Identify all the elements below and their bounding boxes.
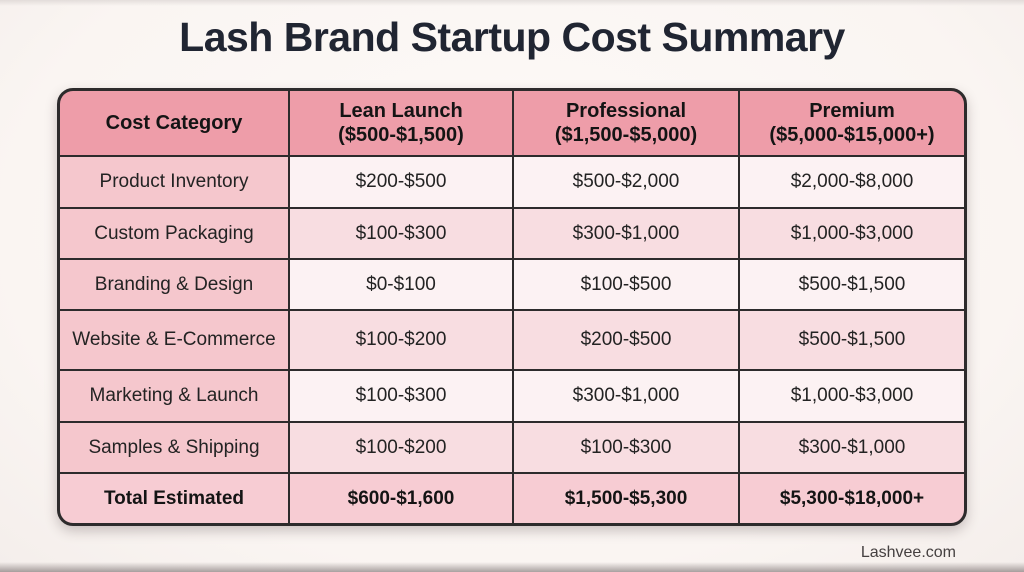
- cost-value-cell: $100-$300: [290, 209, 512, 258]
- cost-value-cell: $200-$500: [290, 157, 512, 207]
- startup-cost-table: Cost Category Lean Launch ($500-$1,500) …: [57, 88, 967, 526]
- cost-value-cell: $100-$200: [290, 311, 512, 369]
- row-category-cell: Website & E-Commerce: [60, 311, 288, 369]
- column-header-range: ($5,000-$15,000+): [769, 124, 935, 146]
- column-header-label: Professional: [565, 99, 687, 122]
- column-header-lean-launch: Lean Launch ($500-$1,500): [290, 91, 512, 155]
- row-category-cell: Samples & Shipping: [60, 423, 288, 472]
- brand-watermark: Lashvee.com: [860, 544, 956, 561]
- cost-value-cell: $1,000-$3,000: [740, 209, 964, 258]
- total-row-label: Total Estimated: [60, 474, 288, 523]
- cost-value-cell: $100-$300: [290, 371, 512, 421]
- column-header-range: ($500-$1,500): [338, 124, 464, 146]
- cost-value-cell: $500-$1,500: [740, 260, 964, 309]
- total-row-value-cell: $600-$1,600: [290, 474, 512, 523]
- cost-value-cell: $300-$1,000: [514, 209, 738, 258]
- total-row-value-cell: $5,300-$18,000+: [740, 474, 964, 523]
- column-header-label: Lean Launch: [339, 99, 463, 122]
- cost-value-cell: $100-$500: [514, 260, 738, 309]
- cost-value-cell: $100-$300: [514, 423, 738, 472]
- column-header-range: ($1,500-$5,000): [554, 124, 698, 146]
- cost-value-cell: $300-$1,000: [514, 371, 738, 421]
- row-category-cell: Branding & Design: [60, 260, 288, 309]
- column-header-label: Cost Category: [105, 111, 243, 134]
- cost-value-cell: $500-$2,000: [514, 157, 738, 207]
- page-title: Lash Brand Startup Cost Summary: [179, 14, 845, 60]
- row-category-cell: Custom Packaging: [60, 209, 288, 258]
- cost-value-cell: $1,000-$3,000: [740, 371, 964, 421]
- column-header-premium: Premium ($5,000-$15,000+): [740, 91, 964, 155]
- bottom-edge-shading: [0, 562, 1024, 572]
- top-edge-shading: [0, 0, 1024, 6]
- row-category-cell: Marketing & Launch: [60, 371, 288, 421]
- cost-value-cell: $300-$1,000: [740, 423, 964, 472]
- cost-value-cell: $100-$200: [290, 423, 512, 472]
- column-header-professional: Professional ($1,500-$5,000): [514, 91, 738, 155]
- cost-value-cell: $200-$500: [514, 311, 738, 369]
- cost-value-cell: $0-$100: [290, 260, 512, 309]
- column-header-label: Premium: [809, 99, 895, 122]
- cost-value-cell: $500-$1,500: [740, 311, 964, 369]
- column-header-cost-category: Cost Category: [60, 91, 288, 155]
- cost-value-cell: $2,000-$8,000: [740, 157, 964, 207]
- row-category-cell: Product Inventory: [60, 157, 288, 207]
- total-row-value-cell: $1,500-$5,300: [514, 474, 738, 523]
